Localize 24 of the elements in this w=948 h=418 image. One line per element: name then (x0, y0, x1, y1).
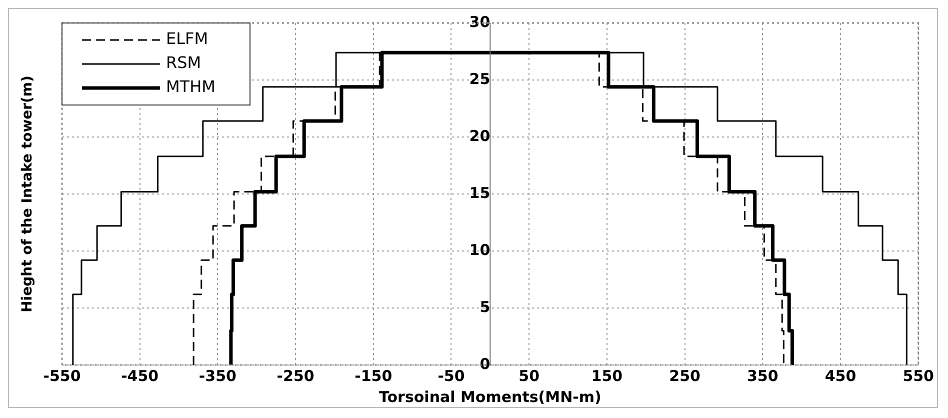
x-tick-label: 450 (824, 366, 856, 385)
y-tick-label: 10 (469, 240, 490, 259)
x-tick-label: 250 (669, 366, 700, 385)
x-tick-label: 150 (591, 366, 623, 385)
y-tick-label: 20 (469, 126, 490, 145)
x-tick-label: -250 (276, 366, 314, 385)
y-axis-title: Hieght of the Intake tower(m) (20, 76, 36, 312)
y-tick-label: 30 (469, 12, 490, 31)
y-tick-label: 5 (480, 298, 490, 316)
x-tick-label: -50 (438, 366, 465, 385)
x-tick-label: -450 (121, 366, 159, 385)
legend-label: ELFM (166, 29, 208, 48)
legend-label: RSM (166, 53, 202, 72)
x-tick-label: -550 (43, 366, 81, 385)
x-tick-label: -150 (354, 366, 392, 385)
legend-label: MTHM (166, 77, 216, 96)
x-tick-label: 550 (902, 366, 934, 385)
x-tick-label: 50 (518, 366, 540, 385)
x-tick-label: 350 (746, 366, 778, 385)
x-axis-title: Torsoinal Moments(MN-m) (379, 388, 602, 406)
y-tick-label: 25 (469, 70, 490, 88)
y-tick-label: 15 (469, 184, 490, 202)
y-tick-label: 0 (480, 354, 490, 373)
x-tick-label: -350 (198, 366, 236, 385)
